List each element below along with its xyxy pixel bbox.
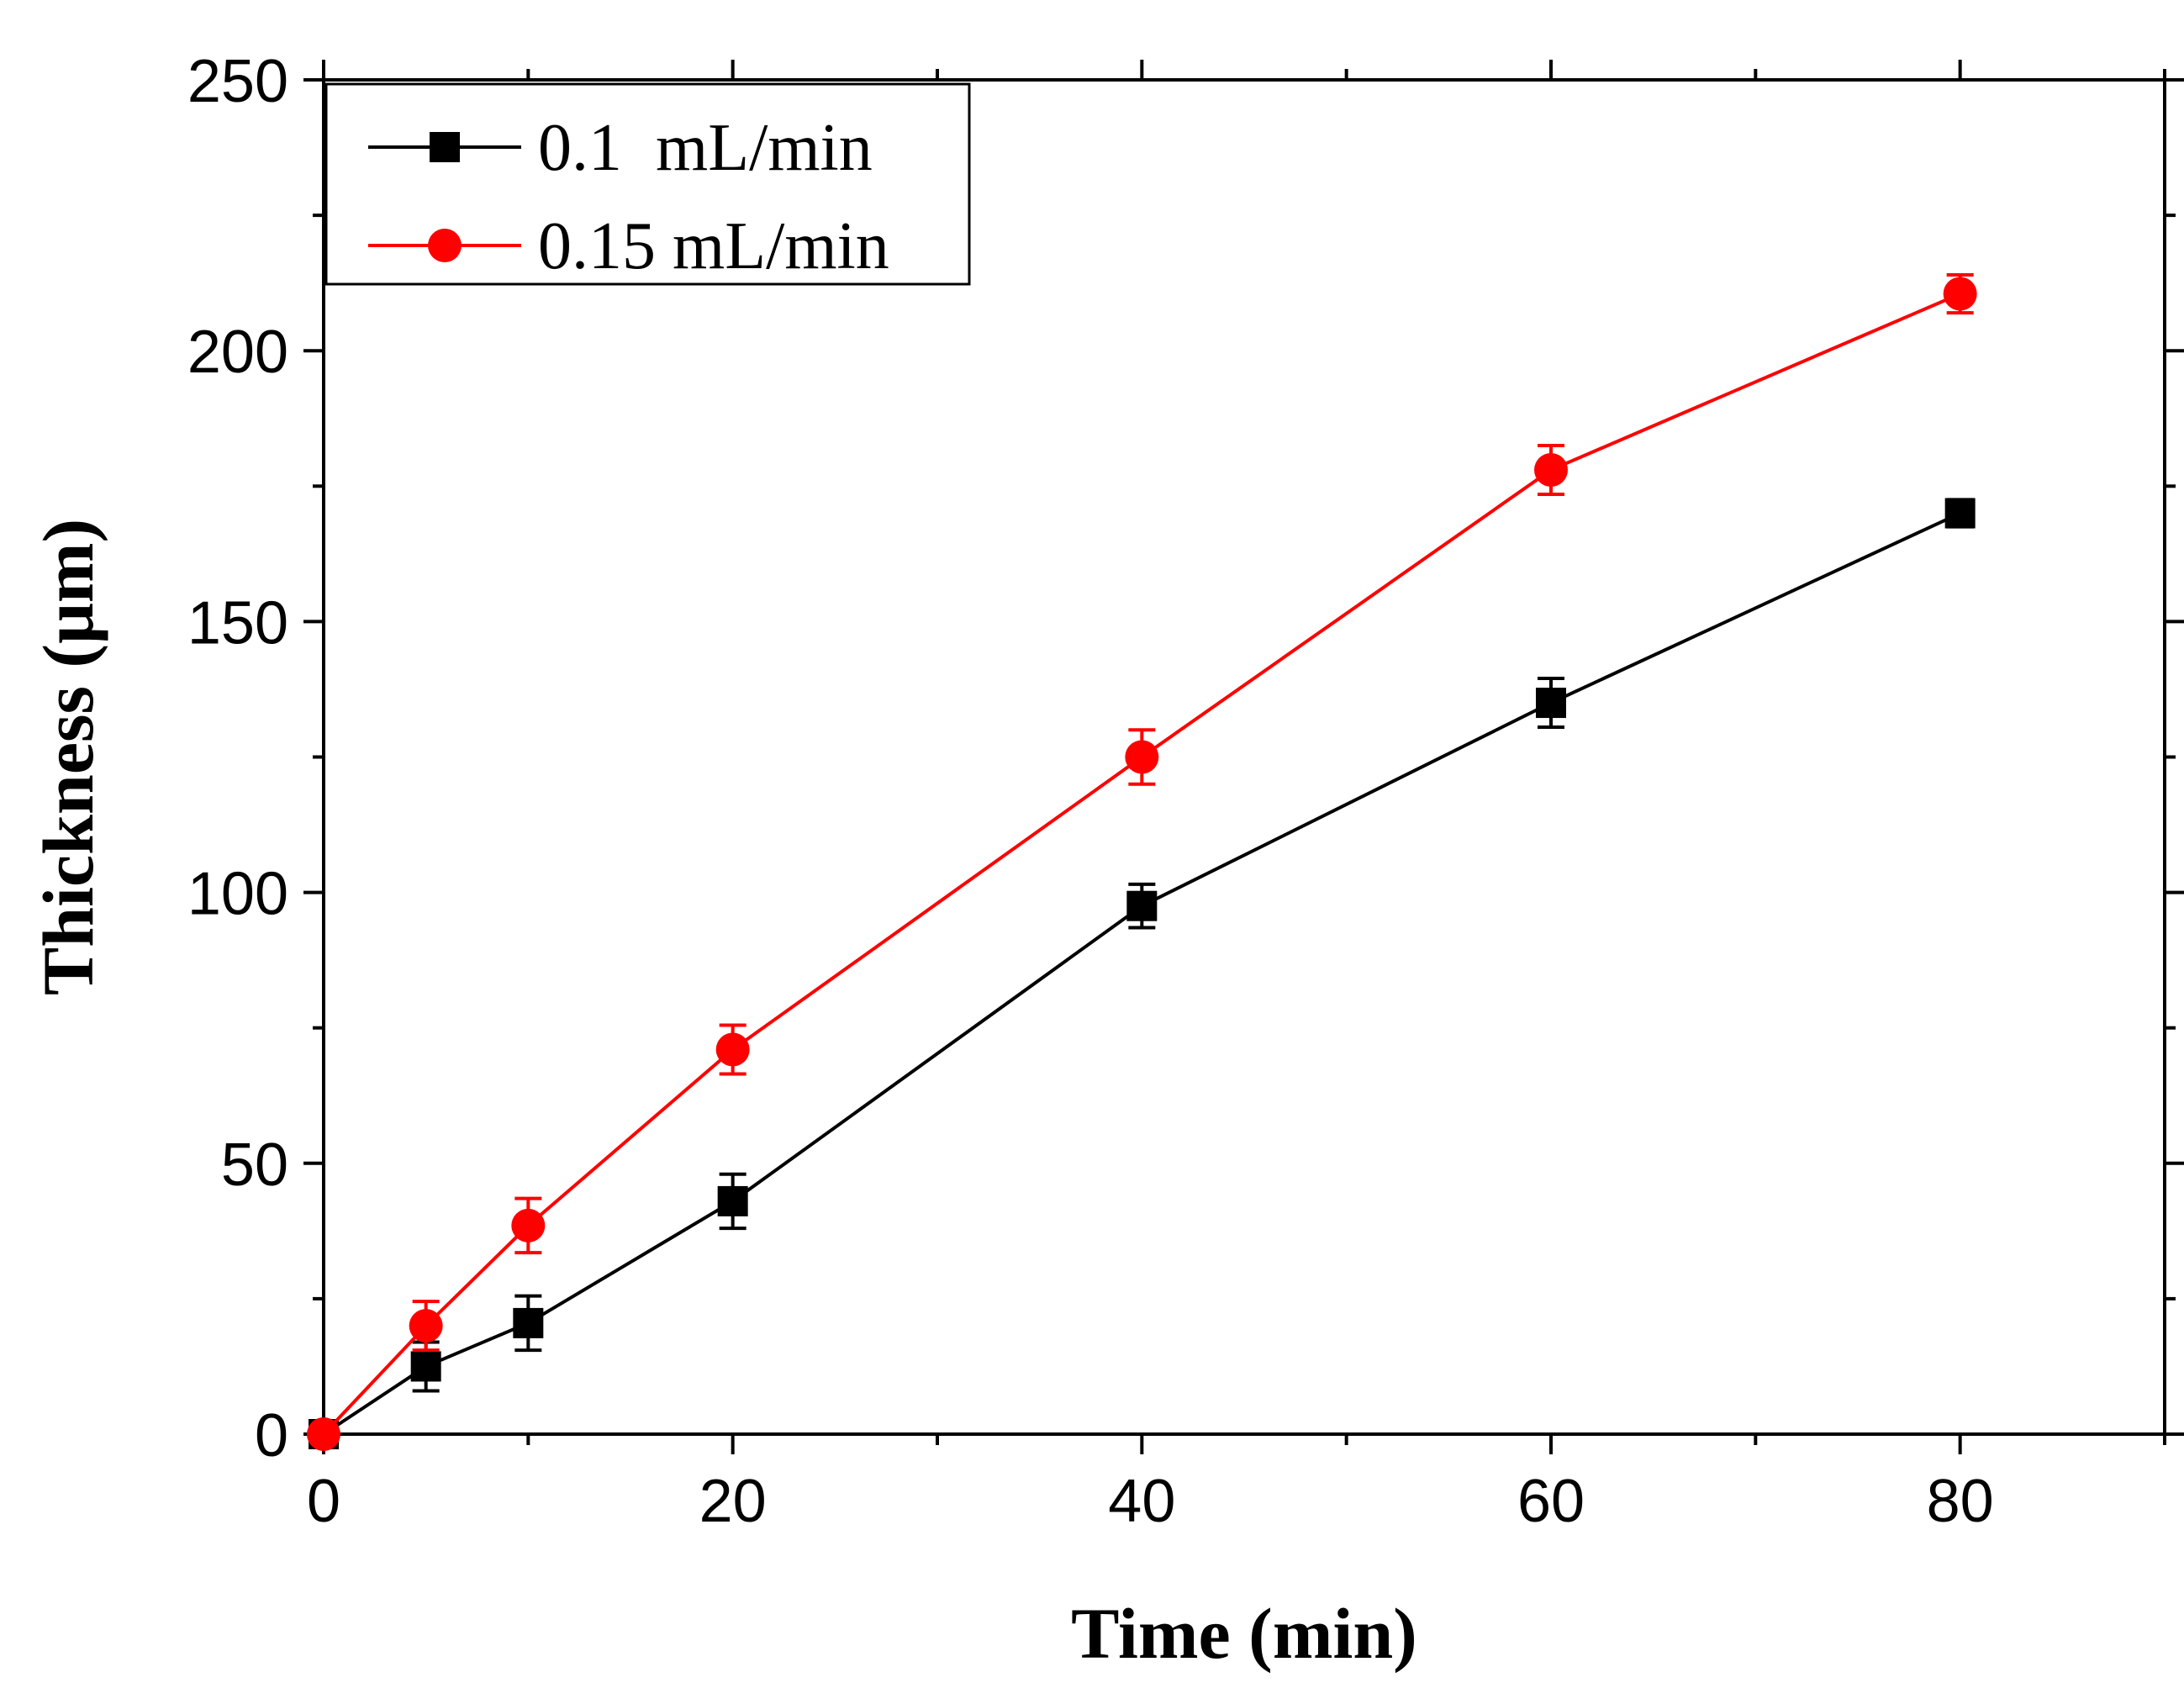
- y-tick-label: 0: [255, 1402, 288, 1469]
- legend-marker: [428, 229, 462, 262]
- data-point: [307, 1417, 340, 1451]
- data-point: [715, 1032, 750, 1067]
- y-axis-title: Thickness (μm): [28, 519, 108, 995]
- legend-marker: [430, 132, 460, 162]
- legend: 0.1 mL/min 0.15 mL/min: [324, 82, 971, 286]
- y-tick-label: 100: [187, 861, 288, 928]
- y-tick-label: 150: [187, 589, 288, 657]
- series-layer: [307, 272, 1977, 1451]
- y-tick-label: 250: [187, 48, 288, 115]
- data-point: [1944, 498, 1976, 529]
- data-point: [1536, 688, 1566, 719]
- x-tick-label: 20: [699, 1468, 767, 1535]
- legend-label: 0.15 mL/min: [538, 209, 889, 283]
- y-tick-label: 50: [221, 1132, 288, 1199]
- x-tick-label: 0: [307, 1468, 340, 1535]
- x-axis-title: Time (min): [1071, 1593, 1417, 1674]
- data-point: [511, 1208, 546, 1242]
- series-1: [307, 272, 1977, 1451]
- legend-label: 0.1 mL/min: [538, 111, 873, 185]
- data-point: [410, 1351, 441, 1382]
- x-tick-label: 80: [1927, 1468, 1994, 1535]
- y-tick-label: 200: [187, 319, 288, 386]
- data-point: [1943, 277, 1977, 311]
- data-point: [717, 1185, 748, 1216]
- data-point: [1125, 740, 1159, 774]
- x-tick-label: 40: [1108, 1468, 1175, 1535]
- data-point: [1534, 452, 1568, 487]
- data-point: [513, 1307, 544, 1338]
- data-point: [1126, 890, 1158, 921]
- data-point: [409, 1309, 443, 1343]
- x-tick-label: 60: [1517, 1468, 1585, 1535]
- axes: 0 20 40 60 80 0 50 100 150 200 250: [187, 48, 2184, 1535]
